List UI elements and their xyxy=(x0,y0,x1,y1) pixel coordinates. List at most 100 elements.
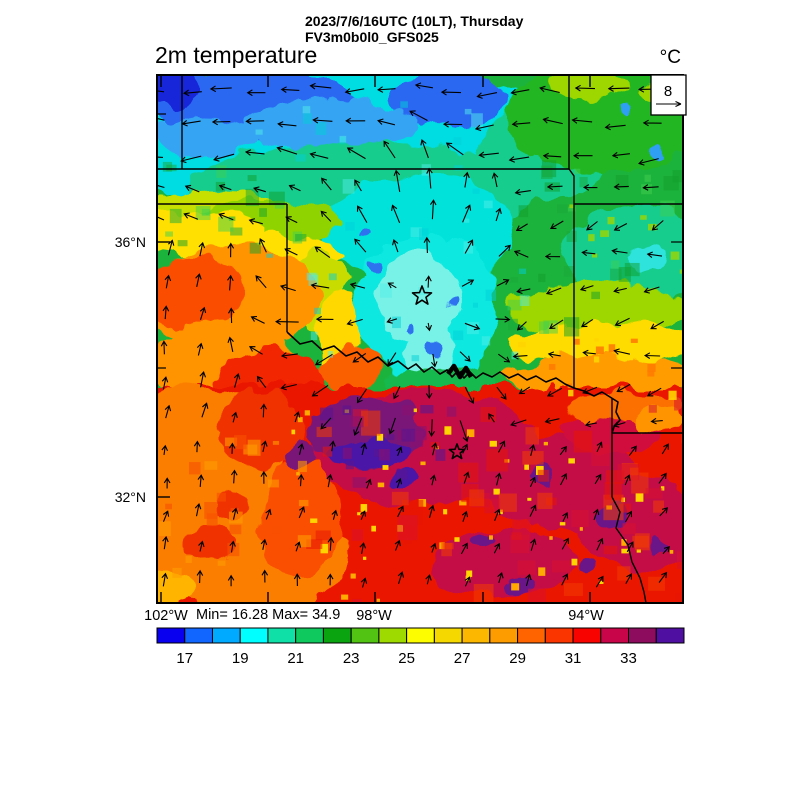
wind-arrow xyxy=(386,317,398,324)
temperature-colorbar: 17 19 21 23 25 27 29 31 33 xyxy=(156,627,685,667)
raster-speckle xyxy=(165,503,173,510)
raster-speckle xyxy=(302,106,311,114)
wind-arrow xyxy=(614,317,630,327)
raster-speckle xyxy=(245,188,260,207)
wind-arrow xyxy=(256,375,267,389)
wind-arrow xyxy=(327,536,335,551)
wind-arrow xyxy=(259,238,267,253)
wind-arrow xyxy=(196,569,204,584)
raster-speckle xyxy=(204,461,218,470)
state-borders xyxy=(157,75,683,603)
raster-speckle xyxy=(517,560,536,575)
wind-arrow xyxy=(360,442,368,456)
wind-arrow xyxy=(616,383,631,393)
wind-arrow xyxy=(161,572,169,587)
min-max-stats: Min= 16.28 Max= 34.9 xyxy=(196,607,340,623)
wind-arrow xyxy=(394,539,401,551)
wind-arrow xyxy=(638,158,659,166)
wind-arrow xyxy=(613,183,629,191)
wind-arrow xyxy=(280,86,300,93)
wind-arrow xyxy=(162,305,170,320)
raster-speckle xyxy=(571,558,578,566)
wind-arrow xyxy=(231,411,238,423)
wind-arrow xyxy=(260,470,268,484)
raster-speckle xyxy=(676,551,683,570)
temperature-blob xyxy=(260,460,340,580)
raster-speckle xyxy=(314,307,321,315)
raster-speckle xyxy=(568,389,574,397)
raster-speckle xyxy=(268,191,285,206)
raster-speckle xyxy=(400,101,408,108)
raster-speckle xyxy=(554,350,560,355)
wind-arrow xyxy=(510,88,530,96)
raster-speckle xyxy=(376,433,384,441)
raster-speckle xyxy=(647,363,656,372)
raster-speckle xyxy=(217,560,226,566)
wind-arrow xyxy=(596,441,603,453)
wind-arrow xyxy=(284,248,298,256)
wind-arrow xyxy=(356,205,368,223)
wind-arrow xyxy=(613,348,631,355)
raster-speckle xyxy=(379,449,390,461)
raster-speckle xyxy=(573,430,593,453)
wind-arrow xyxy=(285,216,298,224)
raster-speckle xyxy=(540,165,553,180)
raster-speckle xyxy=(310,518,318,523)
raster-speckle xyxy=(350,416,364,428)
wind-arrow xyxy=(581,318,594,328)
raster-speckle xyxy=(538,567,546,576)
raster-speckle xyxy=(471,113,483,128)
wind-arrow xyxy=(345,117,366,125)
raster-speckle xyxy=(563,583,583,596)
raster-speckle xyxy=(420,461,426,466)
raster-speckle xyxy=(376,598,380,602)
wind-arrow xyxy=(497,353,511,363)
wind-arrow xyxy=(265,508,272,520)
raster-speckle xyxy=(674,396,683,411)
wind-arrow xyxy=(194,502,202,517)
temperature-blob xyxy=(326,439,410,467)
wind-arrow xyxy=(383,140,396,159)
wind-arrow xyxy=(164,274,172,289)
wind-arrow xyxy=(546,387,563,397)
wind-arrow xyxy=(549,319,564,329)
temperature-blob xyxy=(647,537,669,555)
raster-speckle xyxy=(611,260,620,269)
wind-arrow xyxy=(420,138,429,159)
raster-speckle xyxy=(537,469,550,482)
wind-arrow xyxy=(512,353,528,360)
wind-arrow xyxy=(460,542,468,555)
raster-speckle xyxy=(498,493,517,512)
raster-speckle xyxy=(172,567,182,578)
raster-speckle xyxy=(373,449,384,457)
colorbar-cell xyxy=(628,627,657,644)
raster-speckle xyxy=(537,492,553,509)
wind-arrow xyxy=(250,315,265,324)
raster-speckle xyxy=(379,283,392,298)
wind-arrow xyxy=(626,541,634,553)
wind-arrow xyxy=(425,574,432,585)
raster-speckle xyxy=(216,492,226,502)
wind-arrow xyxy=(423,236,431,254)
colorbar-cell xyxy=(350,627,380,644)
raster-speckle xyxy=(403,537,412,545)
wind-arrow xyxy=(440,88,462,96)
raster-speckle xyxy=(230,508,239,514)
wind-arrow xyxy=(275,318,299,325)
wind-arrow xyxy=(314,246,331,259)
axis-ticks xyxy=(157,75,683,603)
wind-arrow xyxy=(248,218,263,225)
wind-arrow xyxy=(488,413,495,423)
raster-speckle xyxy=(648,404,657,413)
raster-speckle xyxy=(615,174,629,189)
raster-speckle xyxy=(185,556,192,563)
wind-arrow xyxy=(359,542,367,555)
wind-arrow xyxy=(496,386,507,400)
raster-speckle xyxy=(543,441,548,446)
wind-arrow xyxy=(462,204,472,223)
raster-speckle xyxy=(295,154,306,162)
wind-arrow xyxy=(573,152,593,160)
wind-arrow xyxy=(624,474,631,486)
wind-arrow xyxy=(377,86,396,93)
wind-arrow xyxy=(463,171,470,188)
